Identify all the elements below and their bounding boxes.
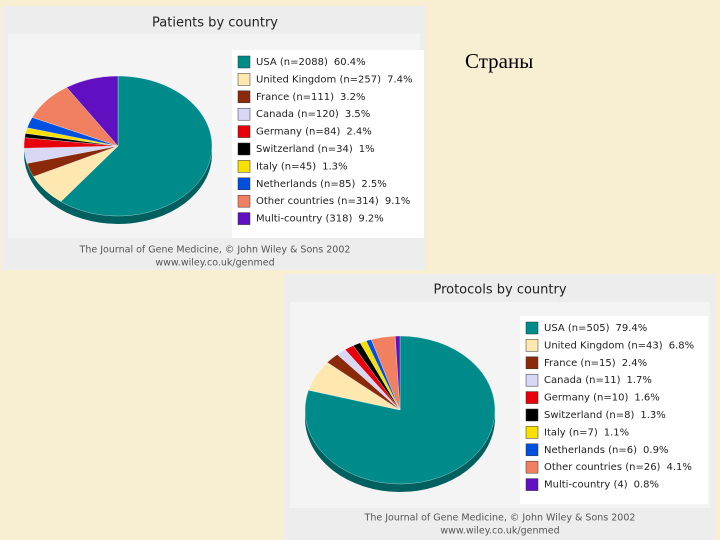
legend-swatch <box>525 478 539 491</box>
legend-swatch <box>525 391 539 404</box>
legend-label: Multi-country (4) <box>544 480 628 491</box>
legend-value: 3.5% <box>345 109 370 120</box>
legend-value: 1.7% <box>626 375 651 386</box>
source-credit: The Journal of Gene Medicine, © John Wil… <box>364 513 636 524</box>
legend-swatch <box>237 107 251 121</box>
legend-value: 3.2% <box>340 92 365 103</box>
legend-entry: Switzerland (n=8) 1.3% <box>544 410 666 421</box>
legend-label: France (n=111) <box>256 92 334 103</box>
legend-value: 6.8% <box>669 340 694 351</box>
legend-value: 60.4% <box>334 57 366 68</box>
legend-entry: Canada (n=120) 3.5% <box>256 109 370 120</box>
legend-value: 79.4% <box>615 323 647 334</box>
legend-label: United Kingdom (n=257) <box>256 74 381 85</box>
legend-swatch <box>237 73 251 86</box>
legend-label: Germany (n=10) <box>544 393 628 404</box>
legend-entry: Italy (n=45) 1.3% <box>256 161 348 172</box>
legend-swatch <box>237 142 251 156</box>
legend-value: 9.1% <box>385 196 410 207</box>
legend-value: 1.6% <box>634 393 659 404</box>
legend-label: Canada (n=120) <box>256 109 339 120</box>
legend-entry: Other countries (n=26) 4.1% <box>544 462 692 473</box>
legend-swatch <box>525 321 539 335</box>
source-credit: The Journal of Gene Medicine, © John Wil… <box>79 245 351 256</box>
legend-entry: Multi-country (318) 9.2% <box>256 214 384 225</box>
legend-entry: Switzerland (n=34) 1% <box>256 144 375 155</box>
legend-label: Switzerland (n=8) <box>544 410 634 421</box>
legend-label: Multi-country (318) <box>256 214 352 225</box>
legend-entry: USA (n=2088) 60.4% <box>256 57 366 68</box>
legend-value: 4.1% <box>666 462 691 473</box>
legend-entry: France (n=111) 3.2% <box>256 92 365 103</box>
legend-box <box>520 316 708 504</box>
legend-label: Italy (n=7) <box>544 427 598 438</box>
legend-swatch <box>525 373 539 387</box>
legend-label: Netherlands (n=85) <box>256 179 355 190</box>
legend-label: Switzerland (n=34) <box>256 144 353 155</box>
legend-entry: Netherlands (n=85) 2.5% <box>256 179 387 190</box>
legend-label: Germany (n=84) <box>256 127 340 138</box>
legend-entry: Multi-country (4) 0.8% <box>544 480 659 491</box>
legend-value: 9.2% <box>358 214 383 225</box>
legend-swatch <box>525 356 539 370</box>
chart-title: Patients by country <box>152 16 278 31</box>
legend-label: Other countries (n=314) <box>256 196 379 207</box>
legend-swatch <box>525 443 539 457</box>
legend-entry: United Kingdom (n=257) 7.4% <box>256 74 412 85</box>
legend-entry: Germany (n=84) 2.4% <box>256 127 372 138</box>
legend-swatch <box>525 460 539 474</box>
chart-title: Protocols by country <box>433 283 566 298</box>
legend-swatch <box>237 125 251 138</box>
legend-swatch <box>237 160 251 173</box>
legend-value: 1.3% <box>640 410 665 421</box>
legend-swatch <box>237 194 251 208</box>
legend-value: 0.9% <box>643 445 668 456</box>
pie-slice <box>60 75 213 217</box>
legend-value: 1% <box>359 144 375 155</box>
pie-slice <box>66 75 119 147</box>
legend-entry: Other countries (n=314) 9.1% <box>256 196 410 207</box>
legend-value: 2.4% <box>346 127 371 138</box>
legend-swatch <box>237 90 251 104</box>
legend-value: 2.4% <box>622 358 647 369</box>
legend-label: France (n=15) <box>544 358 616 369</box>
legend-value: 0.8% <box>634 480 659 491</box>
legend-swatch <box>525 426 539 439</box>
legend-label: Netherlands (n=6) <box>544 445 637 456</box>
source-url: www.wiley.co.uk/genmed <box>155 258 274 269</box>
legend-swatch <box>237 55 251 69</box>
legend-value: 2.5% <box>361 179 386 190</box>
source-url: www.wiley.co.uk/genmed <box>440 526 559 537</box>
legend-value: 7.4% <box>387 74 412 85</box>
legend-label: Italy (n=45) <box>256 161 316 172</box>
pie-slice <box>304 335 496 485</box>
legend-box <box>232 50 424 238</box>
legend-swatch <box>525 339 539 352</box>
legend-value: 1.3% <box>322 161 347 172</box>
legend-entry: Italy (n=7) 1.1% <box>544 427 629 438</box>
legend-entry: Canada (n=11) 1.7% <box>544 375 652 386</box>
slide-title: Страны <box>465 49 533 73</box>
pie-slice <box>395 335 401 411</box>
legend-entry: Germany (n=10) 1.6% <box>544 393 660 404</box>
legend-value: 1.1% <box>604 427 629 438</box>
legend-swatch <box>237 177 251 191</box>
legend-entry: Netherlands (n=6) 0.9% <box>544 445 668 456</box>
legend-label: USA (n=2088) <box>256 57 328 68</box>
legend-entry: France (n=15) 2.4% <box>544 358 647 369</box>
legend-entry: United Kingdom (n=43) 6.8% <box>544 340 694 351</box>
legend-label: Other countries (n=26) <box>544 462 661 473</box>
legend-swatch <box>525 408 539 422</box>
legend-entry: USA (n=505) 79.4% <box>544 323 647 334</box>
legend-label: USA (n=505) <box>544 323 610 334</box>
legend-swatch <box>237 212 251 225</box>
legend-label: Canada (n=11) <box>544 375 621 386</box>
legend-label: United Kingdom (n=43) <box>544 340 663 351</box>
